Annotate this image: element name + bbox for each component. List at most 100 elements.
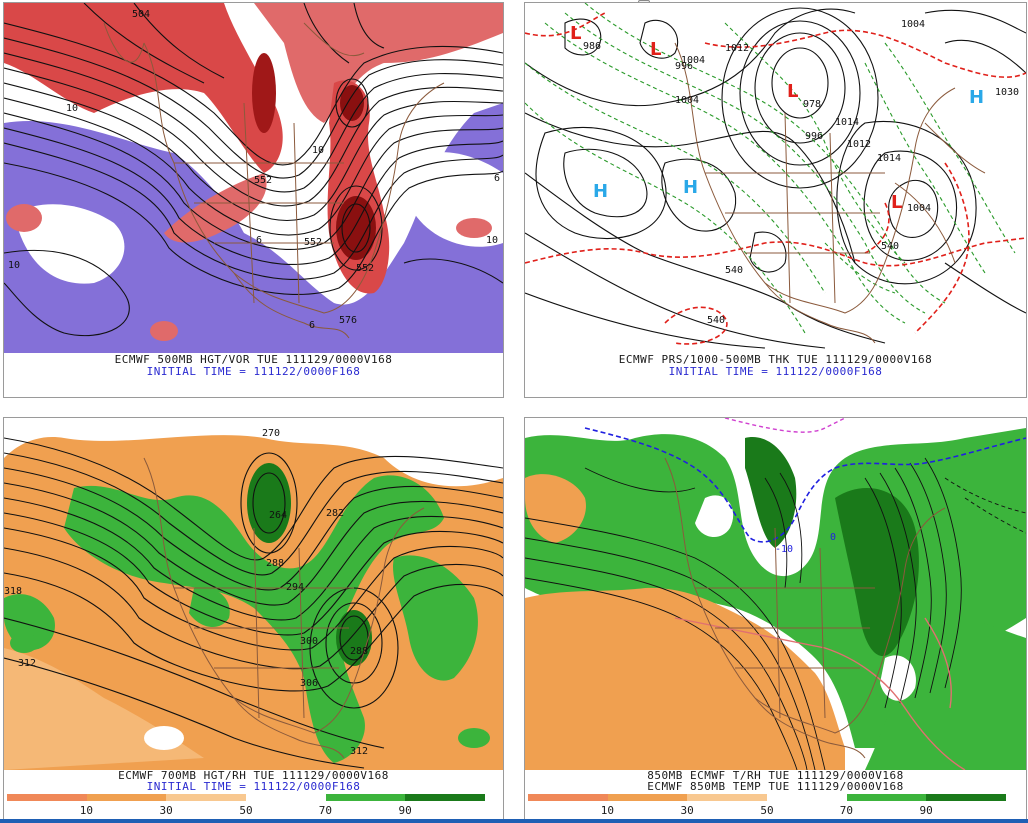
contour-label: 540	[707, 315, 725, 326]
colorbar-tick: 70	[839, 804, 853, 817]
contour-label: 318	[4, 586, 22, 597]
vort-positive-small	[6, 204, 42, 232]
panel-initial-time: INITIAL TIME = 111122/0000F168	[146, 365, 361, 378]
low-pressure-symbol: L	[891, 192, 902, 213]
panel-500mb-hgt-vor: 552 552 576 552 10 10 10 10 6 6 6 504 EC…	[3, 2, 504, 398]
high-pressure-symbol: H	[969, 87, 984, 108]
thickness-cold	[525, 3, 1016, 334]
contour-label: 282	[326, 508, 344, 519]
contour-label: 288	[350, 646, 368, 657]
high-pressure-symbol: H	[593, 181, 608, 202]
vort-positive-area	[164, 173, 267, 243]
contour-label: 1014	[877, 153, 901, 164]
contour-label: 6	[309, 320, 315, 331]
contour-label: -10	[775, 544, 793, 555]
rh-moist-core	[247, 463, 291, 543]
rh-colorbar	[528, 794, 1007, 801]
contour-label: 1004	[681, 55, 705, 66]
pressure-value: 1030	[995, 87, 1019, 98]
vort-positive-small	[456, 218, 492, 238]
colorbar-tick: 50	[239, 804, 253, 817]
rh-moist-area	[64, 475, 444, 763]
contour-label: 0	[830, 532, 836, 543]
colorbar-tick: 30	[159, 804, 173, 817]
panel-caption: 850MB ECMWF T/RH TUE 111129/0000V168	[647, 769, 904, 782]
rh-low-light	[4, 418, 503, 487]
rh-moist-small	[10, 633, 38, 653]
rh-moist-area	[865, 615, 1026, 770]
contour-label: 1012	[725, 43, 749, 54]
contour-label: 6	[494, 173, 500, 184]
panel-initial-time: INITIAL TIME = 111122/0000F168	[146, 780, 361, 793]
map-pressure-thickness: L L L L H H H 986 996 978 1004 1030 1004…	[525, 3, 1026, 353]
panel-700mb-hgt-rh: 270 264 282 294 288 300 288 306 312 318 …	[3, 417, 504, 820]
contour-label: 270	[262, 428, 280, 439]
contour-label: 264	[269, 510, 287, 521]
panel-caption: ECMWF PRS/1000-500MB THK TUE 111129/0000…	[618, 353, 933, 366]
vort-positive-area	[254, 3, 503, 123]
contour-label: 504	[132, 9, 150, 20]
rh-neutral-area	[880, 655, 916, 701]
contour-label: 10	[66, 103, 78, 114]
contour-label: 10	[8, 260, 20, 271]
geographic-borders	[143, 457, 425, 759]
map-500mb-vorticity: 552 552 576 552 10 10 10 10 6 6 6 504	[4, 3, 503, 353]
contour-label: 1004	[675, 95, 699, 106]
low-pressure-symbol: L	[650, 39, 661, 60]
contour-label: 300	[300, 636, 318, 647]
colorbar-tick: 90	[398, 804, 412, 817]
window-bottom-edge	[0, 819, 1028, 823]
rh-moist-core	[835, 488, 919, 657]
cold-contour	[724, 418, 846, 433]
panel-subcaption: ECMWF 850MB TEMP TUE 111129/0000V168	[647, 780, 904, 793]
vort-neutral-area	[14, 204, 125, 284]
thickness-warm	[525, 12, 1026, 345]
low-pressure-symbol: L	[570, 23, 581, 44]
low-pressure-symbol: L	[787, 81, 798, 102]
contour-label: 312	[18, 658, 36, 669]
contour-label: 576	[339, 315, 357, 326]
rh-moist-core	[745, 437, 797, 548]
panel-prs-thk: L L L L H H H 986 996 978 1004 1030 1004…	[524, 2, 1027, 398]
contour-label: 306	[300, 678, 318, 689]
pressure-systems: L L L L H H H	[570, 23, 984, 213]
contour-label: 1012	[847, 139, 871, 150]
vort-max	[252, 53, 276, 133]
warm-contour	[674, 617, 966, 770]
panel-initial-time: INITIAL TIME = 111122/0000F168	[668, 365, 883, 378]
colorbar-tick: 30	[680, 804, 694, 817]
colorbar-tick: 70	[318, 804, 332, 817]
contour-label: 540	[881, 241, 899, 252]
geographic-borders	[103, 22, 445, 339]
panel-caption: ECMWF 700MB HGT/RH TUE 111129/0000V168	[118, 769, 389, 782]
rh-neutral-area	[695, 495, 734, 538]
pressure-value: 1004	[907, 203, 931, 214]
geographic-borders	[674, 42, 986, 344]
pressure-value: 986	[583, 41, 601, 52]
contour-label: 552	[254, 175, 272, 186]
colorbar-tick: 50	[760, 804, 774, 817]
colorbar-tick: 90	[919, 804, 933, 817]
contour-label: 294	[286, 582, 304, 593]
contour-label: 540	[725, 265, 743, 276]
warm-contour	[924, 617, 952, 709]
pressure-value: 996	[675, 61, 693, 72]
map-850mb-temp-humidity: -10 0	[525, 418, 1026, 770]
panel-850mb-t-rh: -10 0 850MB ECMWF T/RH TUE 111129/0000V1…	[524, 417, 1027, 820]
contour-label: 996	[805, 131, 823, 142]
vort-positive-area	[4, 3, 283, 173]
colorbar-ticks: 10 30 50 70 90	[528, 804, 1006, 817]
vort-max	[340, 85, 364, 121]
contour-label: 1014	[835, 117, 859, 128]
map-700mb-humidity: 270 264 282 294 288 300 288 306 312 318 …	[4, 418, 503, 770]
rh-moist-area	[392, 555, 478, 681]
rh-moist-small	[458, 728, 490, 748]
contour-label: 312	[350, 746, 368, 757]
colorbar-tick: 10	[79, 804, 93, 817]
rh-moist-area	[189, 587, 230, 628]
panel-caption: ECMWF 500MB HGT/VOR TUE 111129/0000V168	[114, 353, 393, 366]
contour-label: 10	[312, 145, 324, 156]
pressure-value: 978	[803, 99, 821, 110]
contour-label: 1004	[901, 19, 925, 30]
contour-label: 6	[256, 235, 262, 246]
